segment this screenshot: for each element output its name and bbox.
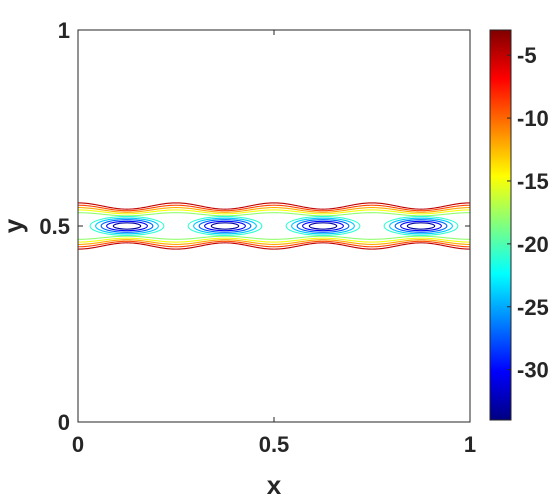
vortex-0-contour-1 [106,220,148,232]
x-tick-label-1: 0.5 [259,432,290,457]
x-axis-label: x [267,470,282,500]
open-contour-4-upper [77,202,471,210]
open-contour-3-upper [77,204,471,212]
vortex-0-contour-4 [89,216,165,236]
y-tick-label-2: 1 [58,18,70,43]
colorbar-tick-label-2: -15 [517,169,549,194]
colorbar [489,29,512,421]
vortex-3-contour-2 [394,219,448,233]
vortex-2-contour-2 [296,219,350,233]
vortex-1-contour-3 [193,217,257,235]
colorbar-tick-label-0: -5 [517,43,537,68]
vortex-3-contour-4 [383,216,459,236]
open-contour-4-lower [77,242,471,250]
vortex-0-contour-2 [100,219,154,233]
open-contour-2-upper [77,207,471,213]
open-contour-2-lower [77,239,471,245]
vortex-2-contour-4 [285,216,361,236]
vortex-0-contour-3 [95,217,159,235]
x-axis-ticks: 0 0.5 1 [72,30,476,457]
open-contour-3-lower [77,240,471,248]
colorbar-tick-label-5: -30 [517,358,549,383]
open-contour-0-lower [77,235,471,240]
colorbar-tick-label-3: -20 [517,232,549,257]
vortex-2-contour-0 [308,222,338,230]
open-contour-1-lower [77,237,471,243]
y-tick-label-1: 0.5 [39,214,70,239]
open-contour-0-upper [77,212,471,217]
vortex-1-contour-1 [204,220,246,232]
vortex-3-contour-0 [406,222,436,230]
vortex-1-contour-4 [187,216,263,236]
contour-lines [77,202,471,250]
y-axis-label: y [0,218,28,233]
colorbar-tick-label-4: -25 [517,295,549,320]
open-contour-1-upper [77,209,471,215]
vortex-1-contour-2 [198,219,252,233]
vortex-3-contour-3 [389,217,453,235]
vortex-3-contour-1 [400,220,442,232]
colorbar-tick-label-1: -10 [517,106,549,131]
y-axis-ticks: 00.51 [39,18,470,435]
x-tick-label-2: 1 [464,432,476,457]
colorbar-ticks: -5 -10 -15 -20 -25 -30 [507,43,549,383]
vortex-2-contour-1 [302,220,344,232]
vortex-1-contour-0 [210,222,240,230]
x-tick-label-0: 0 [72,432,84,457]
vortex-0-contour-0 [112,222,142,230]
y-tick-label-0: 0 [58,410,70,435]
vortex-2-contour-3 [291,217,355,235]
